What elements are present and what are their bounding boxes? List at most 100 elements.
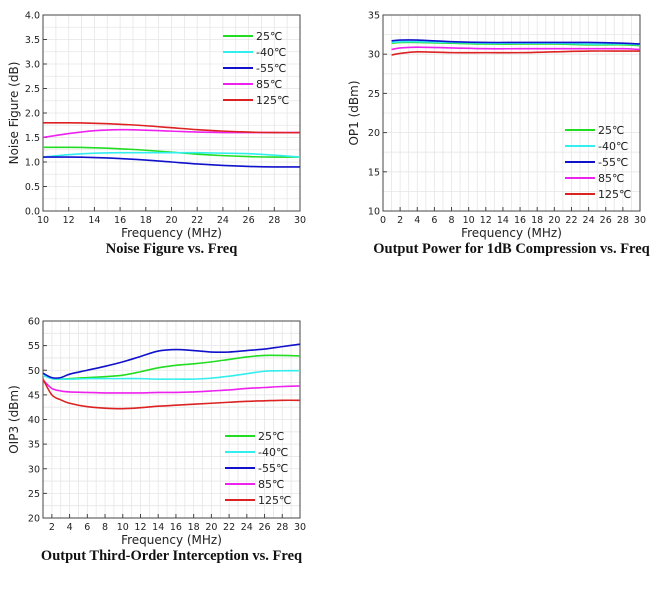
y-tick-label: 30: [368, 50, 380, 61]
legend-label: -40℃: [258, 446, 288, 459]
y-tick-label: 1.0: [25, 158, 40, 169]
y-tick-label: 4.0: [25, 11, 40, 22]
x-tick-label: 30: [294, 522, 306, 533]
legend-label: 125℃: [256, 94, 289, 107]
x-tick-label: 10: [117, 522, 129, 533]
y-axis-label: OIP3 (dBm): [7, 385, 21, 454]
x-axis-label: Frequency (MHz): [461, 226, 562, 240]
legend-label: 85℃: [258, 478, 284, 491]
x-tick-label: 4: [414, 215, 420, 226]
x-tick-label: 16: [170, 522, 182, 533]
x-tick-label: 20: [165, 215, 177, 226]
x-tick-label: 6: [431, 215, 437, 226]
x-tick-label: 26: [259, 522, 271, 533]
x-tick-label: 10: [37, 215, 49, 226]
x-tick-label: 4: [67, 522, 73, 533]
x-tick-label: 14: [88, 215, 100, 226]
series-line-4: [42, 379, 301, 394]
y-tick-label: 15: [368, 167, 380, 178]
plot-frame: [382, 14, 641, 212]
x-tick-label: 16: [114, 215, 126, 226]
legend-label: -55℃: [258, 462, 288, 475]
x-tick-label: 24: [217, 215, 229, 226]
series-line-3: [42, 156, 301, 168]
x-tick-label: 24: [583, 215, 595, 226]
x-tick-label: 16: [514, 215, 526, 226]
series-line-3: [42, 343, 301, 379]
x-tick-label: 12: [480, 215, 492, 226]
y-axis-label: Noise Figure (dB): [7, 62, 21, 165]
x-tick-label: 26: [243, 215, 255, 226]
x-tick-label: 14: [497, 215, 509, 226]
x-tick-label: 26: [600, 215, 612, 226]
x-tick-label: 28: [617, 215, 629, 226]
chart-title: Noise Figure vs. Freq: [106, 241, 238, 257]
x-tick-label: 18: [531, 215, 543, 226]
y-tick-label: 20: [368, 128, 380, 139]
x-tick-label: 22: [565, 215, 577, 226]
x-tick-label: 12: [134, 522, 146, 533]
y-tick-label: 40: [28, 415, 40, 426]
x-tick-label: 8: [449, 215, 455, 226]
x-tick-label: 20: [548, 215, 560, 226]
y-tick-label: 0.0: [25, 207, 40, 218]
legend-label: 85℃: [256, 78, 282, 91]
y-tick-label: 10: [368, 207, 380, 218]
x-tick-label: 30: [634, 215, 646, 226]
x-tick-label: 10: [463, 215, 475, 226]
x-axis-label: Frequency (MHz): [121, 226, 222, 240]
series-line-5: [42, 121, 301, 134]
legend-label: 25℃: [258, 430, 284, 443]
legend-label: 85℃: [598, 172, 624, 185]
x-tick-label: 24: [241, 522, 253, 533]
series-line-5: [391, 50, 640, 56]
chart-title: Output Third-Order Interception vs. Freq: [41, 548, 302, 564]
x-tick-label: 0: [380, 215, 386, 226]
legend-label: 25℃: [256, 30, 282, 43]
y-tick-label: 25: [28, 489, 40, 500]
series-line-2: [42, 369, 301, 380]
y-tick-label: 25: [368, 89, 380, 100]
x-tick-label: 30: [294, 215, 306, 226]
x-tick-label: 6: [84, 522, 90, 533]
legend-label: -55℃: [256, 62, 286, 75]
y-tick-label: 30: [28, 464, 40, 475]
y-tick-label: 2.0: [25, 109, 40, 120]
y-tick-label: 35: [28, 440, 40, 451]
series-line-5: [42, 378, 301, 410]
legend-label: -40℃: [598, 140, 628, 153]
x-tick-label: 8: [102, 522, 108, 533]
legend-label: 25℃: [598, 124, 624, 137]
legend-label: -55℃: [598, 156, 628, 169]
y-tick-label: 3.0: [25, 60, 40, 71]
y-tick-label: 60: [28, 317, 40, 328]
series-line-3: [391, 39, 641, 45]
x-tick-label: 20: [205, 522, 217, 533]
series-line-2: [42, 151, 301, 158]
x-tick-label: 14: [152, 522, 164, 533]
y-tick-label: 55: [28, 341, 40, 352]
y-tick-label: 2.5: [25, 84, 40, 95]
x-tick-label: 22: [191, 215, 203, 226]
y-tick-label: 35: [368, 11, 380, 22]
x-tick-label: 2: [49, 522, 55, 533]
legend-label: -40℃: [256, 46, 286, 59]
y-tick-label: 0.5: [25, 182, 40, 193]
chart-title: Output Power for 1dB Compression vs. Fre…: [373, 241, 649, 257]
x-tick-label: 12: [63, 215, 75, 226]
x-axis-label: Frequency (MHz): [121, 533, 222, 547]
y-tick-label: 1.5: [25, 133, 40, 144]
y-tick-label: 20: [28, 514, 40, 525]
x-tick-label: 18: [188, 522, 200, 533]
series-line-4: [391, 46, 641, 51]
x-tick-label: 2: [397, 215, 403, 226]
legend-label: 125℃: [258, 494, 291, 507]
chart-1: 10 12 14 16 18 20 22 24 26 28 30 0.0 0.5 1.0 1.5 2.0 2.5…: [7, 11, 306, 258]
x-tick-label: 28: [276, 522, 288, 533]
x-tick-label: 22: [223, 522, 235, 533]
y-tick-label: 45: [28, 390, 40, 401]
legend-label: 125℃: [598, 188, 631, 201]
y-tick-label: 50: [28, 366, 40, 377]
chart-3: 2 4 6 8 10 12 14 16 18 20 22 24 26 28 3020253035404550…: [7, 317, 306, 565]
